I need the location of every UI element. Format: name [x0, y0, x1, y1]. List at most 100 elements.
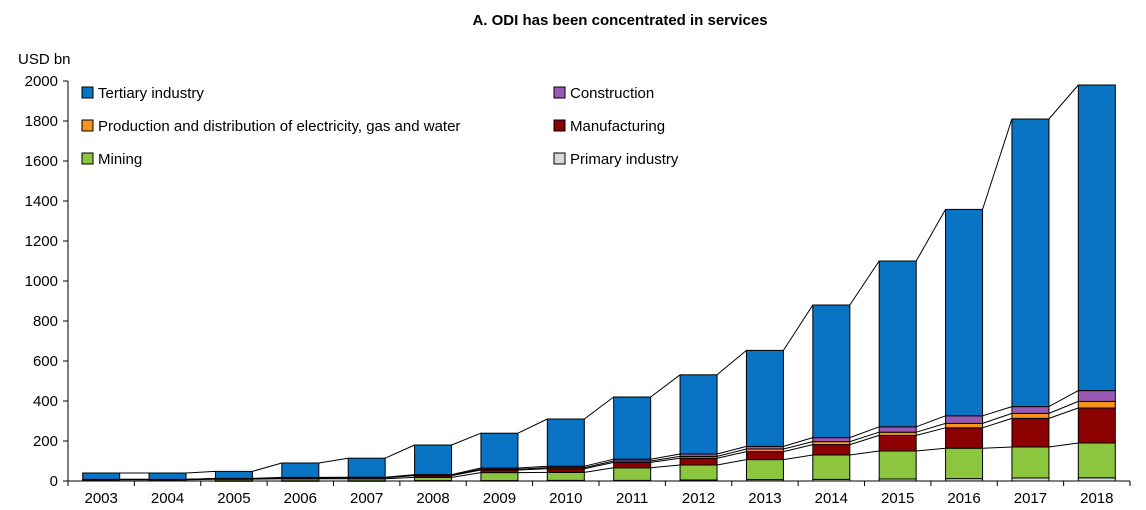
connector-line: [783, 304, 814, 351]
x-tick-label: 2014: [815, 490, 848, 507]
legend-label: Tertiary industry: [98, 85, 204, 102]
connector-line: [517, 467, 548, 470]
connector-line: [849, 260, 880, 306]
bar-segment: [546, 418, 585, 467]
connector-line: [916, 447, 946, 452]
connector-line: [1048, 84, 1079, 120]
connector-line: [982, 118, 1013, 210]
bar-segment: [945, 427, 984, 449]
y-tick-label: 0: [50, 473, 58, 490]
connector-line: [783, 444, 813, 453]
y-tick-label: 800: [33, 313, 58, 330]
bar-segment: [878, 426, 917, 433]
x-tick-label: 2012: [682, 490, 715, 507]
connector-line: [384, 444, 415, 459]
y-axis-tick-labels: 0 200 400 600 800 1000 1200 1400 1600 1800 2000: [25, 73, 58, 490]
y-tick-label: 1800: [25, 113, 58, 130]
x-axis-tick-labels: 2003 2004 2005 2006 2007 2008 2009 2010 2011 2012…: [85, 490, 1114, 507]
y-tick-label: 600: [33, 353, 58, 370]
connector-line: [584, 467, 614, 473]
connector-line: [517, 468, 548, 471]
connector-line: [1048, 390, 1079, 408]
connector-line: [916, 415, 946, 428]
bar-segment: [745, 349, 784, 447]
x-tick-label: 2011: [616, 490, 648, 507]
bar-segment: [679, 374, 718, 455]
connector-line: [982, 406, 1013, 417]
connector-line: [716, 451, 747, 459]
bar-segment: [745, 459, 784, 481]
connector-line: [584, 460, 614, 469]
connector-line: [584, 396, 614, 420]
connector-line: [1048, 407, 1079, 419]
axes: [63, 80, 1131, 486]
bar-segment: [1077, 400, 1116, 409]
bar-segment: [148, 472, 187, 480]
connector-line: [584, 458, 614, 467]
connector-line: [916, 422, 946, 433]
connector-line: [584, 461, 614, 470]
bar-segment: [945, 415, 984, 424]
bar-segment: [546, 471, 585, 481]
connector-line: [650, 374, 681, 398]
connector-line: [849, 450, 880, 456]
bar-segment: [613, 396, 652, 460]
connector-line: [783, 441, 813, 450]
y-tick-label: 2000: [25, 73, 58, 90]
legend-swatch: [81, 119, 94, 132]
connector-line: [252, 476, 282, 479]
x-tick-label: 2007: [350, 490, 383, 507]
legend-swatch: [81, 86, 94, 99]
legend-swatch: [553, 119, 566, 132]
connector-line: [783, 454, 813, 461]
legend: Tertiary industry Construction Production …: [81, 85, 679, 168]
connector-line: [783, 437, 813, 447]
bar-segment: [1077, 84, 1116, 392]
connector-line: [186, 470, 216, 474]
bar-segment: [812, 454, 851, 480]
connector-line: [451, 472, 482, 478]
bars: [82, 84, 1116, 482]
bar-segment: [480, 432, 519, 469]
y-tick-label: 200: [33, 433, 58, 450]
connector-line: [650, 453, 681, 460]
legend-label: Manufacturing: [570, 118, 665, 135]
x-tick-label: 2008: [416, 490, 449, 507]
bar-segment: [347, 457, 386, 478]
bar-segment: [878, 434, 917, 452]
connector-line: [650, 457, 681, 463]
connector-line: [385, 476, 415, 480]
connector-line: [451, 467, 482, 476]
connector-line: [982, 412, 1013, 424]
legend-swatch: [553, 152, 566, 165]
x-tick-label: 2013: [748, 490, 781, 507]
connector-line: [915, 209, 946, 262]
legend-label: Primary industry: [570, 151, 679, 168]
bar-segment: [878, 260, 917, 428]
bar-segment: [1011, 417, 1050, 448]
bar-segment: [878, 450, 917, 480]
connector-line: [1048, 442, 1079, 448]
connector-line: [318, 457, 349, 464]
bar-segment: [1011, 412, 1050, 419]
bar-segment: [679, 464, 718, 481]
x-tick-label: 2017: [1014, 490, 1047, 507]
legend-label: Production and distribution of electrici…: [98, 118, 460, 135]
connector-line: [916, 427, 946, 436]
legend-label: Mining: [98, 151, 142, 168]
connector-line: [517, 418, 548, 434]
bar-segment: [945, 447, 984, 480]
connector-line: [716, 448, 747, 457]
connector-line: [186, 477, 216, 480]
connector-line: [849, 431, 880, 443]
bar-segment: [613, 461, 652, 469]
bar-segment: [82, 472, 121, 480]
connector-line: [385, 474, 415, 478]
x-tick-label: 2010: [549, 490, 582, 507]
connector-line: [252, 462, 282, 472]
connector-line: [716, 350, 747, 376]
bar-segment: [1077, 442, 1116, 479]
connector-line: [1048, 400, 1079, 414]
x-tick-label: 2004: [151, 490, 184, 507]
